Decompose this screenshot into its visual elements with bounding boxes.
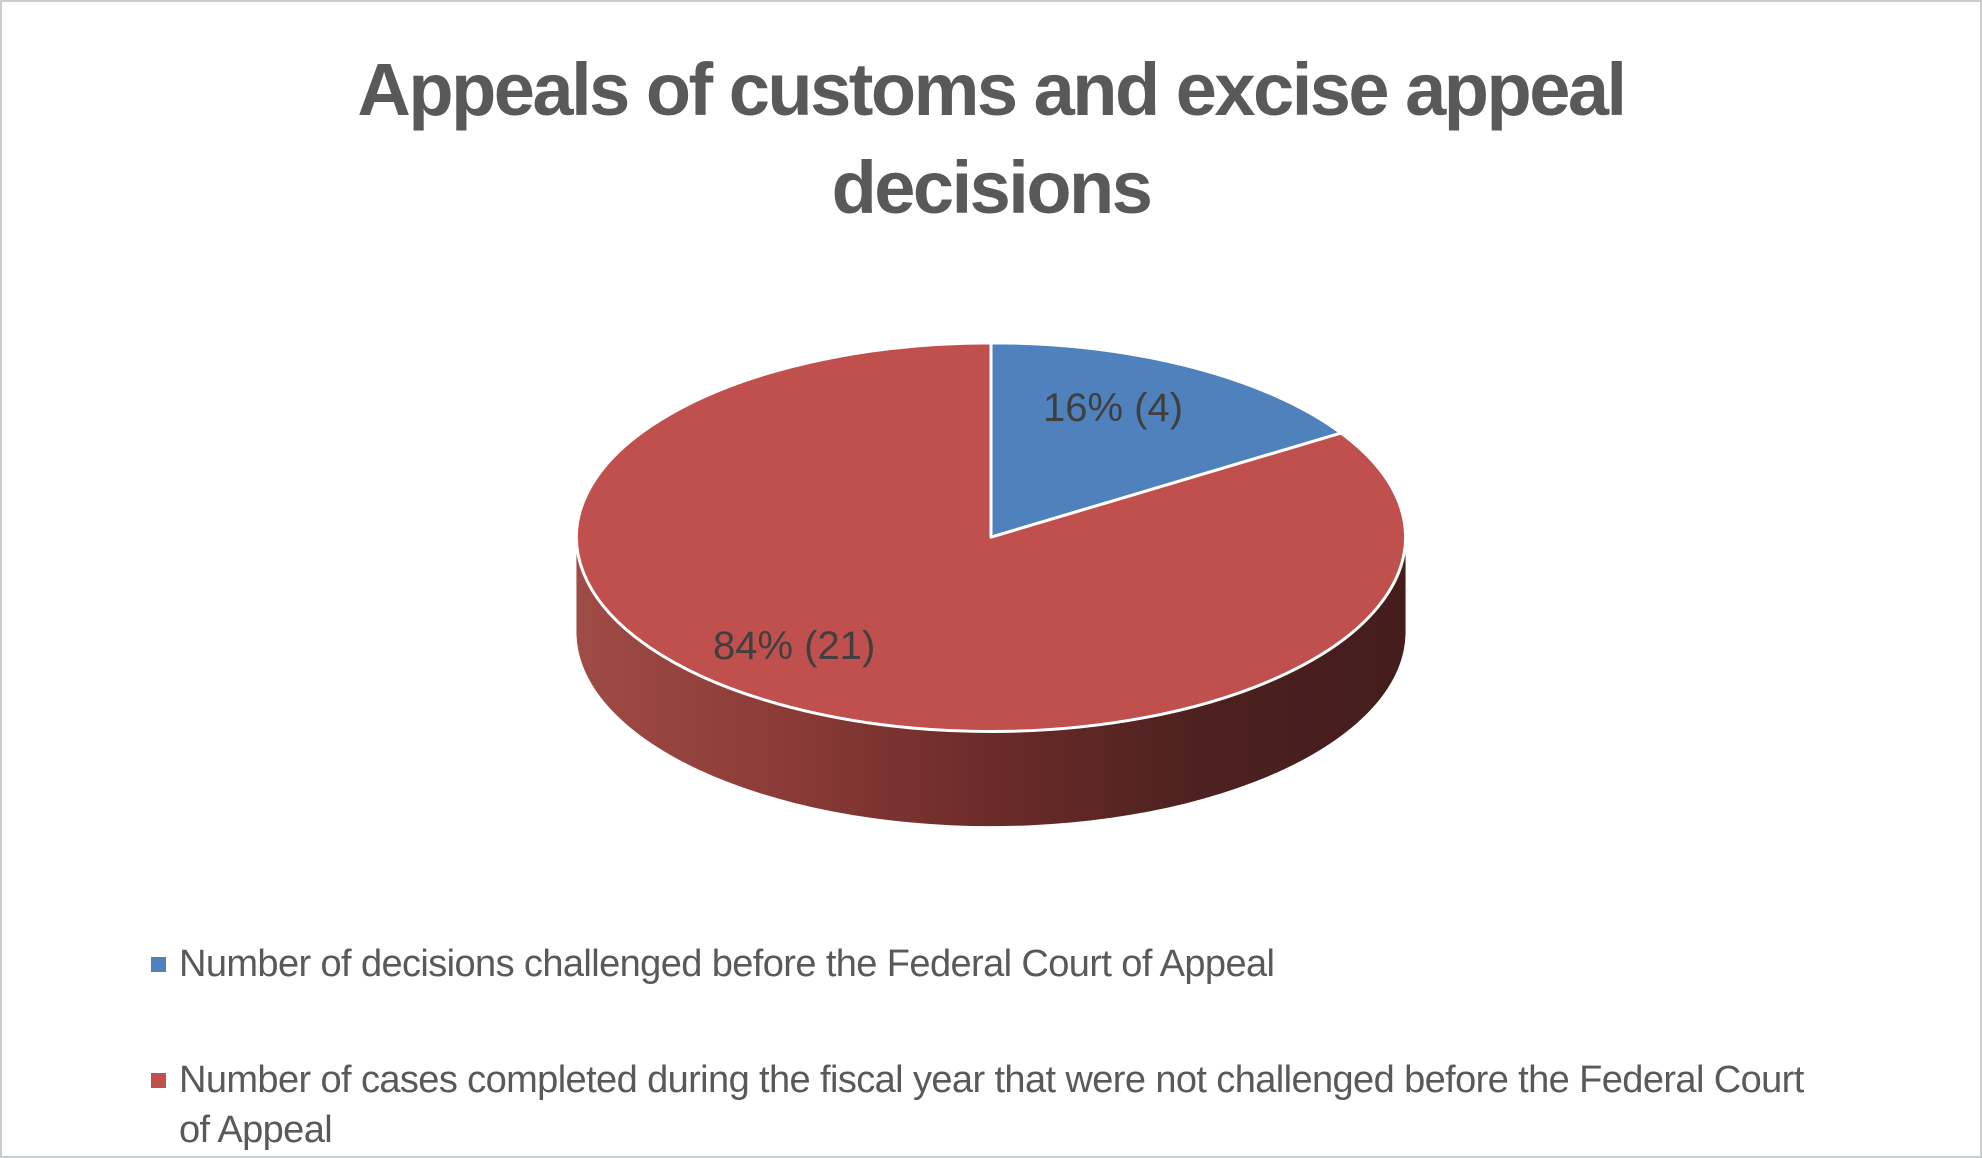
- legend-label-line: of Appeal: [179, 1109, 333, 1151]
- legend-label-not-challenged: Number of cases completed during the fis…: [179, 1055, 1804, 1155]
- pie-slice-0: [989, 341, 1343, 539]
- legend-marker-red-icon: [151, 1073, 166, 1088]
- legend-label-challenged: Number of decisions challenged before th…: [179, 939, 1275, 989]
- legend-label-line: Number of cases completed during the fis…: [179, 1059, 1804, 1101]
- pie-slice-1: [574, 341, 1408, 733]
- legend-item-not-challenged: Number of cases completed during the fis…: [151, 1055, 1804, 1155]
- legend-marker-blue-icon: [151, 957, 166, 972]
- data-label-not-challenged: 84% (21): [713, 624, 876, 668]
- legend-item-challenged: Number of decisions challenged before th…: [151, 939, 1275, 989]
- chart-title: Appeals of customs and excise appeal dec…: [2, 41, 1980, 237]
- data-label-challenged: 16% (4): [1043, 386, 1184, 430]
- chart-title-line1: Appeals of customs and excise appeal: [357, 48, 1627, 131]
- legend-label-line: Number of decisions challenged before th…: [179, 943, 1275, 985]
- pie-slice-side-1: [576, 537, 1406, 827]
- chart-title-line2: decisions: [831, 146, 1153, 229]
